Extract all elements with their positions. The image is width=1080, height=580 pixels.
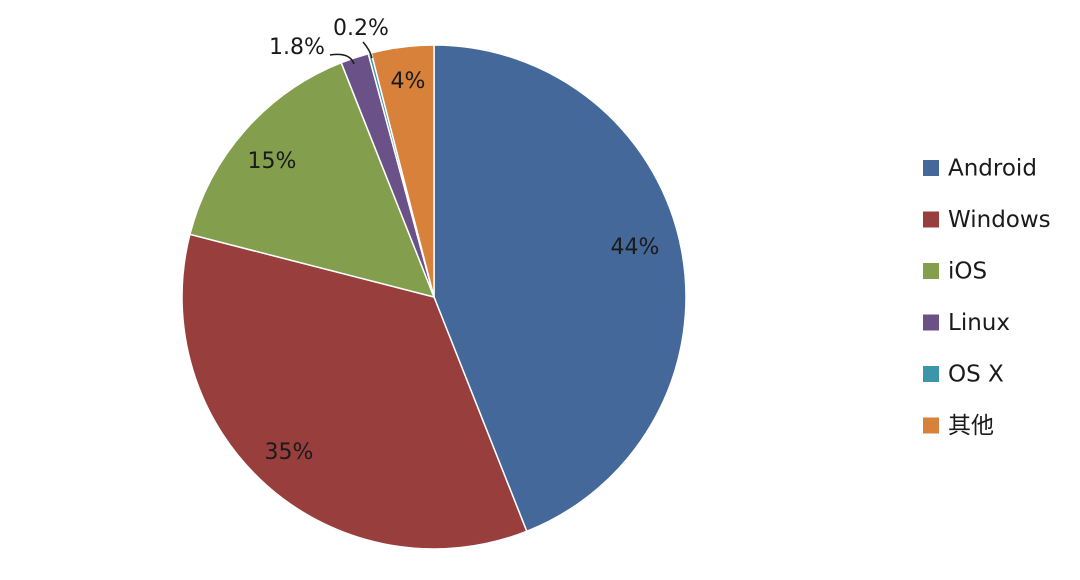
leader-line xyxy=(329,53,355,65)
pie-slice-android xyxy=(433,44,687,533)
legend-swatch xyxy=(923,366,939,382)
legend-item: Windows xyxy=(923,207,1051,233)
legend-swatch xyxy=(923,417,939,434)
legend: Android Windows iOS Linux OS X 其他 xyxy=(923,156,1051,439)
legend-item: Android xyxy=(923,156,1037,182)
legend-swatch xyxy=(923,263,939,279)
pie-slice-ios xyxy=(189,61,436,299)
data-label: 15% xyxy=(248,149,297,174)
legend-item: 其他 xyxy=(923,413,994,439)
legend-label: 其他 xyxy=(948,413,994,439)
legend-label: iOS xyxy=(948,259,987,285)
pie-slice-windows xyxy=(181,233,528,550)
legend-swatch xyxy=(923,211,939,228)
legend-label: Windows xyxy=(948,207,1051,233)
data-label: 4% xyxy=(391,69,426,94)
leader-lines xyxy=(329,41,373,65)
legend-item: OS X xyxy=(923,362,1004,388)
data-label: 0.2% xyxy=(333,16,389,41)
legend-label: Linux xyxy=(948,310,1010,336)
data-label: 44% xyxy=(611,235,660,260)
legend-swatch xyxy=(923,314,939,331)
data-label: 35% xyxy=(265,440,314,465)
legend-item: Linux xyxy=(923,310,1010,336)
legend-item: iOS xyxy=(923,259,987,285)
data-labels: 44% 35% 15% 1.8% 0.2% 4% xyxy=(248,16,660,465)
legend-swatch xyxy=(923,160,939,176)
leader-line xyxy=(362,41,373,59)
data-label: 1.8% xyxy=(269,35,325,60)
legend-label: Android xyxy=(948,156,1037,182)
legend-label: OS X xyxy=(948,362,1004,388)
pie-slices xyxy=(181,44,687,550)
pie-slice-其他 xyxy=(370,44,435,298)
